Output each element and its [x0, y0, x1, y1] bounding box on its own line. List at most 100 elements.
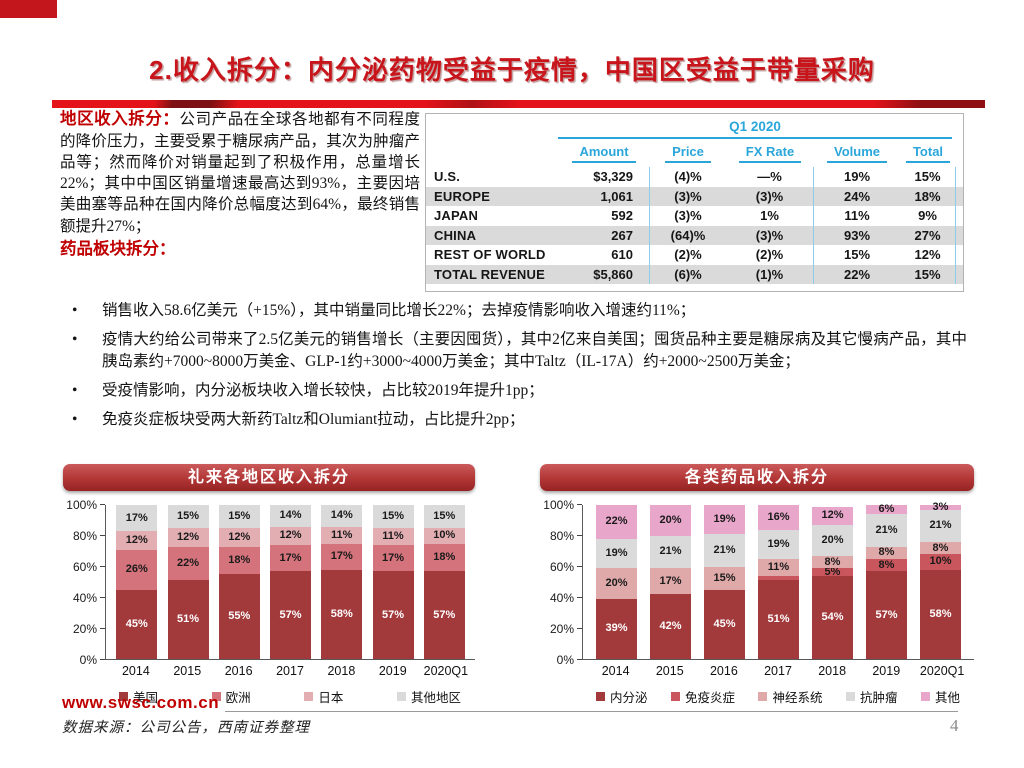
- y-tick-label: 100%: [66, 498, 97, 512]
- bar-segment: 8%: [866, 546, 907, 559]
- drug-segment-bullet-list: 销售收入58.6亿美元（+15%），其中销量同比增长22%；去掉疫情影响收入增速…: [62, 300, 967, 438]
- stacked-bar: 57% 17% 11% 15%: [372, 505, 414, 659]
- bar-segment-label: 20%: [659, 513, 682, 526]
- bar-segment: 10%: [423, 528, 465, 544]
- table-cell: 27%: [900, 225, 956, 245]
- y-tick-mark: [577, 628, 582, 629]
- company-website-link[interactable]: www.swsc.com.cn: [62, 693, 220, 712]
- table-cell: 12%: [900, 245, 956, 265]
- bar-segment-label: 11%: [331, 528, 353, 541]
- table-row: EUROPE 1,061 (3)% (3)% 24% 18%: [426, 186, 963, 206]
- bar-segment: 58%: [920, 569, 961, 659]
- row-label: TOTAL REVENUE: [434, 266, 545, 282]
- row-label: CHINA: [434, 227, 477, 243]
- y-tick-mark: [577, 659, 582, 660]
- table-period-header: Q1 2020: [558, 119, 952, 139]
- bar-segment: 21%: [704, 534, 745, 567]
- bar-segment-label: 22%: [176, 557, 200, 570]
- bar-segment: 15%: [218, 505, 260, 529]
- x-tick-label: 2018: [327, 664, 356, 678]
- table-cell: (3)%: [726, 186, 814, 206]
- bar-segment-label: 8%: [878, 558, 895, 571]
- table-column-header: Total: [900, 139, 956, 167]
- y-tick-mark: [577, 566, 582, 567]
- legend-item: 其他地区: [396, 687, 461, 706]
- bar-segment-label: 57%: [875, 608, 898, 621]
- plot: 39% 20% 19% 22% 42% 17% 21% 20% 45% 15% 21% 19% 51% 1…: [582, 501, 974, 660]
- y-tick-mark: [100, 597, 105, 598]
- stacked-bar: 58% 10% 8% 21% 3%: [920, 501, 961, 659]
- bar-segment: 55%: [218, 574, 260, 659]
- bar-segment-label: 5%: [824, 565, 841, 578]
- title-ribbon-divider: [52, 100, 985, 108]
- table-cell: (2)%: [726, 245, 814, 265]
- legend-label: 其他: [934, 691, 960, 705]
- x-axis-labels: 2014 2015 2016 2017 2018 2019 2020Q1: [582, 664, 974, 678]
- x-tick-label: 2016: [709, 664, 738, 678]
- stacked-bar: 57% 18% 10% 15%: [423, 505, 465, 659]
- bar-segment-label: 21%: [929, 519, 952, 532]
- table-row: CHINA 267 (64)% (3)% 93% 27%: [426, 225, 963, 245]
- y-tick-label: 20%: [549, 622, 574, 636]
- x-tick-label: 2018: [818, 664, 847, 678]
- bar-segment: [758, 575, 799, 581]
- table-cell: 93%: [843, 227, 871, 243]
- bar-segment-label: 12%: [279, 529, 302, 542]
- bar-segment: 8%: [866, 558, 907, 572]
- stacked-bar: 54% 5% 8% 20% 12%: [812, 505, 853, 659]
- table-column-header: Volume: [814, 139, 900, 167]
- bar-segment: 3%: [920, 501, 961, 512]
- bar-segment-label: 18%: [228, 553, 251, 566]
- bar-segment-label: 12%: [125, 533, 148, 546]
- bar-segment: 21%: [866, 514, 907, 547]
- bar-segment-label: 16%: [767, 510, 790, 523]
- corner-red-block: [0, 0, 57, 18]
- stacked-bar: 51% 11% 19% 16%: [758, 505, 799, 659]
- legend-item: 欧洲: [211, 687, 251, 706]
- table-row: TOTAL REVENUE $5,860 (6)% (1)% 22% 15%: [426, 264, 963, 284]
- stacked-bar: 51% 22% 12% 15%: [167, 505, 209, 659]
- x-tick-label: 2016: [224, 664, 253, 678]
- legend-label: 神经系统: [772, 691, 823, 705]
- table-cell: 592: [558, 206, 650, 226]
- drug-category-revenue-chart: 各类药品收入拆分 0% 20% 40% 60% 80% 100% 39% 20% 19% 22%…: [540, 464, 974, 706]
- table-corner-spacer: [426, 149, 558, 158]
- bar-segment: 57%: [866, 571, 907, 659]
- legend-label: 内分泌: [610, 691, 648, 705]
- column-header-label: Total: [905, 144, 951, 163]
- bar-segment: 14%: [270, 505, 311, 527]
- bullet-item: 疫情大约给公司带来了2.5亿美元的销售增长（主要因囤货），其中2亿来自美国；囤货…: [62, 329, 967, 373]
- bar-segment-label: 8%: [824, 555, 841, 568]
- y-tick-mark: [100, 659, 105, 660]
- legend-label: 日本: [318, 691, 344, 705]
- bar-segment: 18%: [423, 543, 465, 572]
- q1-2020-revenue-table: Q1 2020 Amount Price FX Rate Volume Total U.…: [425, 113, 964, 292]
- column-header-label: Amount: [572, 144, 636, 163]
- legend-label: 免疫炎症: [684, 691, 735, 705]
- bar-segment: 11%: [372, 528, 414, 546]
- y-tick-label: 0%: [79, 653, 97, 667]
- bar-segment-label: 42%: [659, 620, 682, 633]
- bar-segment-label: 17%: [330, 550, 353, 563]
- bar-segment: 51%: [758, 580, 799, 659]
- bar-segment-label: 10%: [929, 555, 952, 568]
- table-cell: 11%: [844, 208, 870, 224]
- bar-segment-label: 15%: [176, 510, 200, 523]
- paragraph-lead-label: 地区收入拆分：: [60, 109, 180, 128]
- x-tick-label: 2017: [276, 664, 304, 678]
- bar-segment-label: 15%: [713, 571, 736, 584]
- bullet-item: 销售收入58.6亿美元（+15%），其中销量同比增长22%；去掉疫情影响收入增速…: [62, 300, 967, 322]
- legend-swatch: [920, 692, 930, 701]
- table-cell: 18%: [900, 186, 956, 206]
- y-tick-mark: [577, 504, 582, 505]
- bar-segment-label: 8%: [878, 546, 895, 559]
- table-row: REST OF WORLD 610 (2)% (2)% 15% 12%: [426, 245, 963, 265]
- table-cell: 267: [558, 225, 650, 245]
- bar-segment-label: 11%: [382, 530, 404, 543]
- stacked-bar: 42% 17% 21% 20%: [650, 505, 691, 659]
- bar-segment: 12%: [270, 526, 311, 546]
- y-tick-label: 60%: [72, 560, 97, 574]
- footer-divider-line: [225, 711, 958, 712]
- bar-segment: 18%: [218, 546, 260, 575]
- table-cell: —%: [726, 167, 814, 187]
